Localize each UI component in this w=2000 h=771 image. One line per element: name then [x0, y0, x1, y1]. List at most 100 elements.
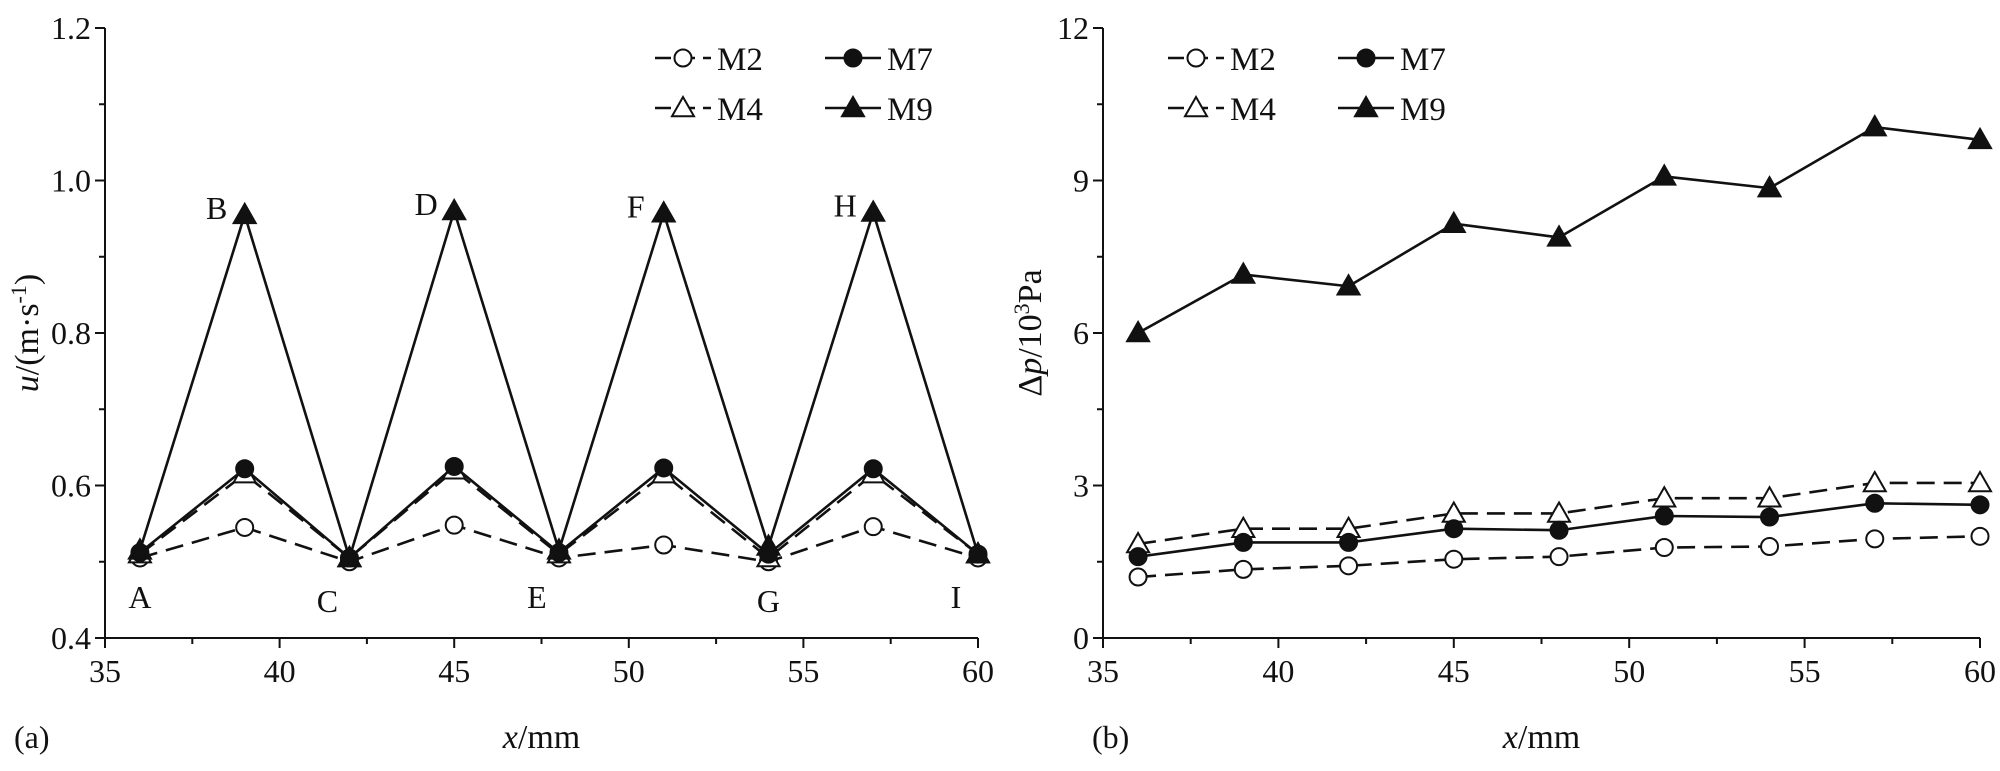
panel-label: (a): [14, 719, 50, 755]
y-tick-label: 3: [1073, 468, 1089, 504]
legend-label: M2: [1230, 42, 1276, 78]
y-tick-label: 0.6: [51, 468, 91, 504]
x-tick-label: 50: [1613, 653, 1645, 689]
x-tick-label: 60: [1964, 653, 1996, 689]
legend-label: M2: [717, 42, 763, 78]
data-point-m4: [1651, 485, 1678, 508]
x-axis-label: x/mm: [502, 719, 580, 756]
data-point-m7: [1128, 547, 1148, 567]
x-tick-label: 45: [438, 653, 470, 689]
data-point-m2: [444, 515, 464, 535]
series-m7: [1128, 493, 1990, 567]
data-point-m9: [1967, 126, 1993, 150]
point-label-g: G: [757, 583, 780, 619]
data-point-m9: [965, 541, 991, 564]
data-point-m9: [860, 199, 886, 222]
point-label-c: C: [317, 583, 338, 619]
x-tick-label: 50: [613, 653, 645, 689]
y-tick-label: 1.2: [51, 10, 91, 46]
data-point-m2: [1654, 538, 1674, 558]
y-tick-label: 9: [1073, 163, 1089, 199]
data-point-m2: [863, 517, 883, 537]
data-point-m7: [1339, 532, 1359, 552]
legend: M2 M7 M4 M9: [1168, 42, 1446, 128]
data-point-m7: [1760, 507, 1780, 527]
data-point-m7: [235, 459, 255, 479]
x-tick-label: 55: [787, 653, 819, 689]
legend-label: M9: [1400, 92, 1446, 128]
data-point-m7: [1549, 520, 1569, 540]
data-point-m7: [1233, 532, 1253, 552]
data-point-m9: [1651, 163, 1678, 186]
legend-item-m9: M9: [825, 92, 933, 128]
x-axis-label: x/mm: [1502, 719, 1580, 756]
x-tick-label: 35: [1087, 653, 1119, 689]
legend-label: M7: [887, 42, 933, 78]
legend-marker: [1356, 48, 1376, 68]
data-point-m9: [1230, 261, 1257, 284]
x-tick-label: 60: [962, 653, 994, 689]
y-tick-label: 0.4: [51, 620, 91, 656]
data-point-m4: [1862, 469, 1888, 493]
data-point-m7: [1970, 495, 1990, 515]
data-point-m9: [1441, 210, 1467, 233]
y-tick-label: 0: [1073, 620, 1089, 656]
y-tick-label: 6: [1073, 315, 1089, 351]
legend-label: M9: [887, 92, 933, 128]
point-label-e: E: [527, 579, 547, 615]
data-point-m2: [1444, 549, 1464, 569]
x-tick-label: 45: [1438, 653, 1470, 689]
series-line-m4: [1137, 481, 1980, 546]
legend-item-m4: M4: [1168, 92, 1276, 128]
data-point-m2: [235, 517, 255, 537]
legend-marker: [670, 94, 696, 118]
point-label-i: I: [951, 579, 962, 615]
x-tick-label: 55: [1789, 653, 1821, 689]
legend-item-m7: M7: [1338, 42, 1446, 78]
chart-panel-a: 35 40 45 50 55 60 0.4 0.6 0.8 1.0 1.2 x/mm u/(m·s-1)…: [6, 10, 995, 756]
data-point-m2: [1970, 526, 1990, 546]
data-point-m7: [1654, 506, 1674, 526]
data-point-m9: [336, 544, 363, 568]
x-tick-label: 40: [264, 653, 296, 689]
legend-item-m2: M2: [655, 42, 763, 78]
data-point-m2: [1339, 556, 1359, 576]
data-point-m9: [231, 201, 258, 225]
data-point-m9: [1125, 319, 1151, 343]
x-tick-label: 35: [89, 653, 121, 689]
data-point-m2: [1128, 567, 1148, 587]
data-point-m2: [1865, 529, 1885, 549]
data-point-m7: [1865, 493, 1885, 513]
data-point-m2: [1549, 547, 1569, 567]
series-m9: [1125, 114, 1993, 343]
legend-marker: [1353, 94, 1379, 118]
series-line-m9: [138, 209, 980, 560]
legend-label: M4: [1230, 92, 1276, 128]
y-tick-label: 12: [1057, 10, 1089, 46]
legend-marker: [673, 48, 693, 68]
series-m9: [127, 197, 991, 568]
point-label-b: B: [206, 190, 227, 226]
data-point-m9: [1756, 175, 1783, 198]
data-point-m9: [441, 197, 467, 221]
legend-marker: [1186, 48, 1206, 68]
panel-label: (b): [1092, 719, 1129, 755]
legend-item-m7: M7: [825, 42, 933, 78]
legend-marker: [843, 48, 863, 68]
point-label-d: D: [415, 186, 438, 222]
point-label-f: F: [627, 188, 645, 224]
legend-marker: [1183, 94, 1209, 118]
data-point-m9: [755, 533, 782, 556]
data-point-m7: [863, 459, 883, 479]
data-point-m2: [654, 535, 674, 555]
point-label-h: H: [834, 188, 857, 224]
data-point-m7: [444, 456, 464, 476]
series-line-m4: [139, 468, 979, 560]
data-point-m9: [1546, 224, 1572, 247]
data-point-m4: [1546, 500, 1572, 523]
legend: M2 M7 M4 M9: [655, 42, 933, 128]
data-point-m9: [650, 200, 677, 223]
legend-item-m4: M4: [655, 92, 763, 128]
